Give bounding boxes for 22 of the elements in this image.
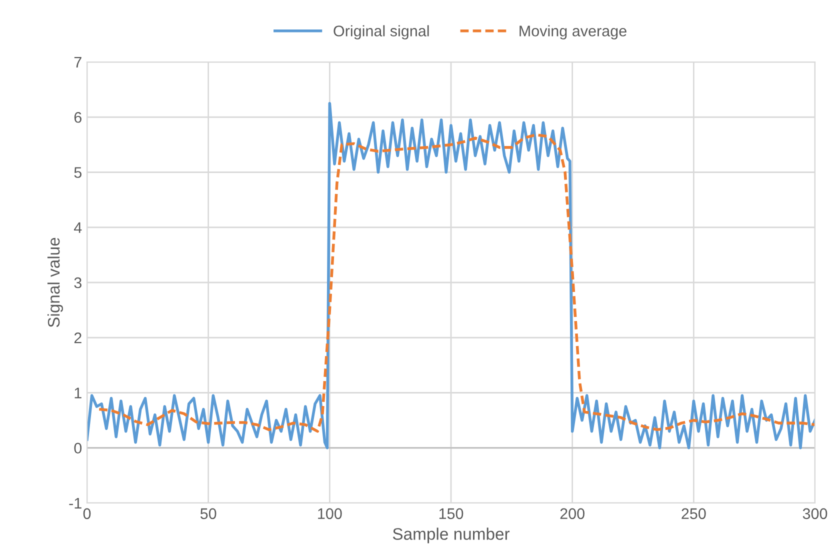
y-tick-label: 3 [74, 277, 82, 288]
y-tick-label: 0 [74, 442, 82, 454]
y-tick-label: 7 [74, 57, 82, 68]
x-tick-label: 250 [682, 508, 706, 520]
y-axis-title: Signal value [47, 238, 63, 328]
y-tick-label: 5 [74, 167, 82, 178]
x-tick-label: 300 [802, 508, 828, 520]
x-axis-title: Sample number [392, 528, 510, 544]
line-series [98, 133, 815, 433]
y-tick-label: 2 [74, 332, 82, 344]
x-tick-label: 0 [83, 508, 91, 520]
line-series [87, 102, 815, 450]
x-tick-label: 50 [200, 508, 216, 520]
x-tick-label: 100 [318, 508, 342, 520]
y-tick-label: 4 [74, 222, 82, 233]
y-tick-label: 6 [74, 112, 82, 123]
legend-label: Original signal [334, 25, 429, 40]
x-tick-label: 200 [560, 508, 584, 520]
y-tick-label: 1 [74, 388, 82, 398]
y-tick-label: -1 [69, 498, 82, 509]
legend-label: Moving average [520, 25, 626, 40]
x-tick-label: 150 [439, 508, 464, 520]
